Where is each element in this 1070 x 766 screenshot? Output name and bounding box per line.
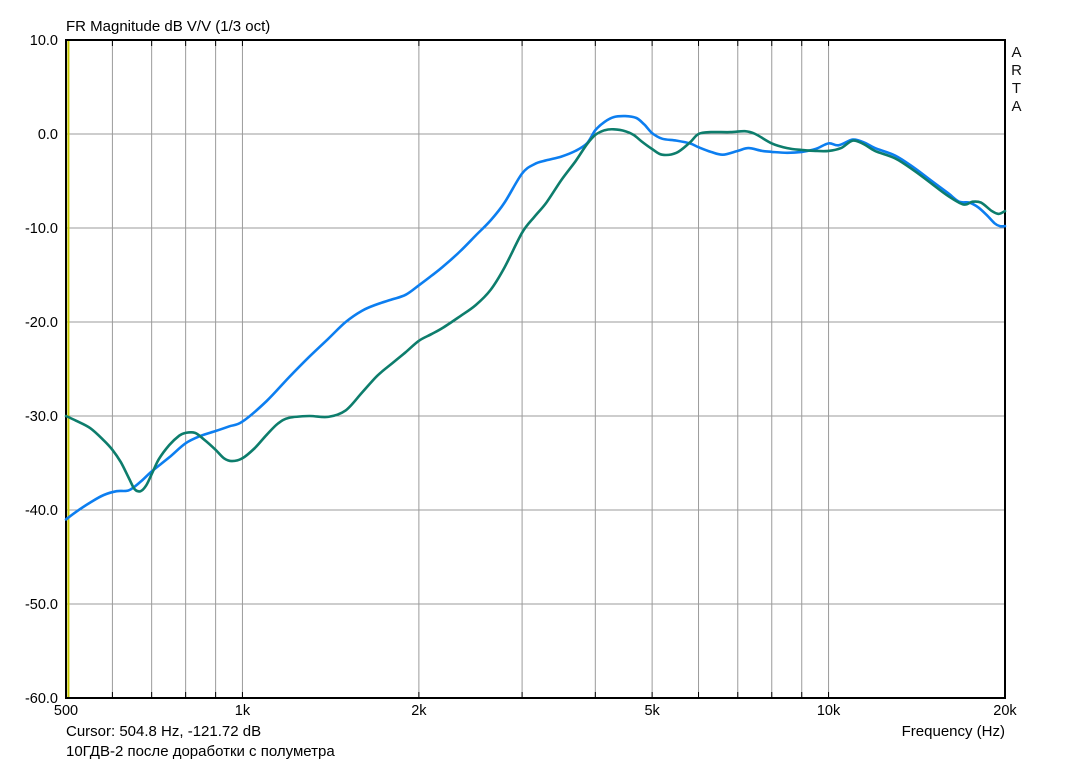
x-tick-label: 10k xyxy=(817,703,841,719)
y-tick-label: -50.0 xyxy=(25,597,58,613)
plot-border xyxy=(65,39,1006,699)
x-tick-label: 1k xyxy=(235,703,251,719)
x-axis-title: Frequency (Hz) xyxy=(901,723,1005,740)
y-tick-label: -40.0 xyxy=(25,503,58,519)
y-tick-label: 0.0 xyxy=(38,127,58,143)
fr-curve-green xyxy=(64,127,1007,493)
cursor-readout: Cursor: 504.8 Hz, -121.72 dB xyxy=(66,723,262,740)
x-tick-label: 20k xyxy=(993,703,1017,719)
y-tick-label: -30.0 xyxy=(25,409,58,425)
x-tick-label: 2k xyxy=(411,703,427,719)
arta-logo: ARTA xyxy=(1008,44,1025,116)
y-tick-label: -10.0 xyxy=(25,221,58,237)
y-tick-label: 10.0 xyxy=(30,33,58,49)
x-tick-label: 500 xyxy=(54,703,78,719)
chart-title: FR Magnitude dB V/V (1/3 oct) xyxy=(66,18,271,35)
y-tick-label: -60.0 xyxy=(25,691,58,707)
x-tick-label: 5k xyxy=(644,703,660,719)
fr-curve-blue xyxy=(64,114,1007,521)
y-tick-label: -20.0 xyxy=(25,315,58,331)
measurement-subtitle: 10ГДВ-2 после доработки с полуметра xyxy=(66,743,335,760)
